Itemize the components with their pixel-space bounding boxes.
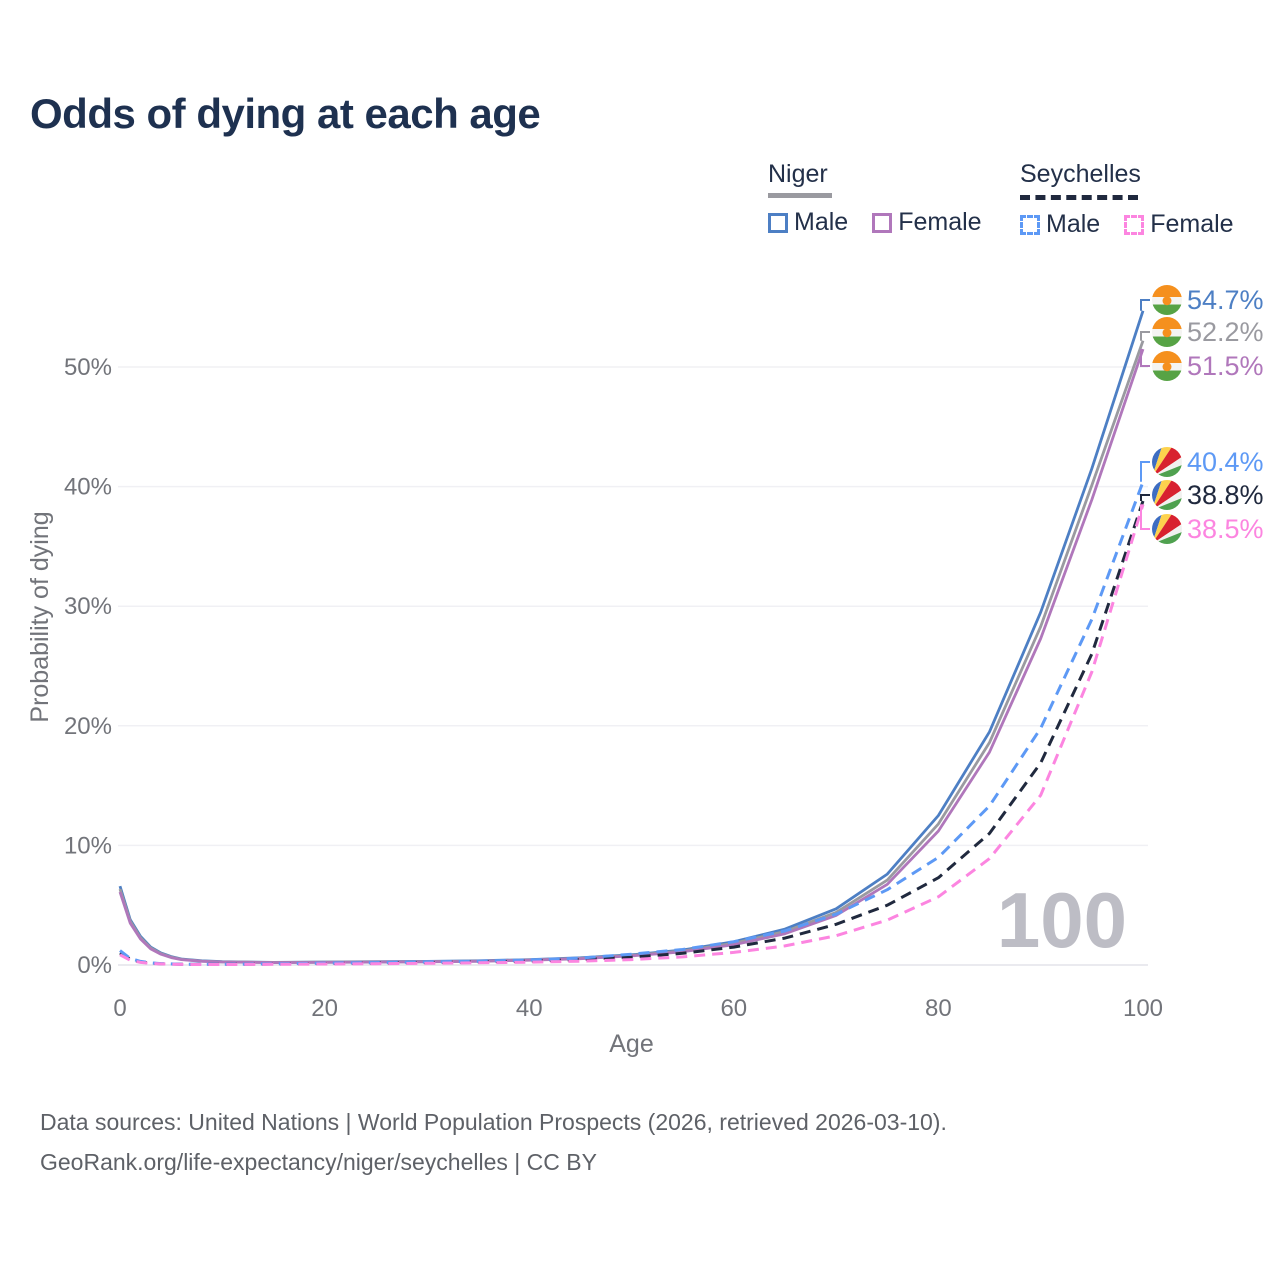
flag-icon-niger: [1152, 285, 1182, 315]
end-label-niger-male: 54.7%: [1187, 285, 1264, 315]
legend-item-seychelles-male[interactable]: Male: [1020, 210, 1100, 239]
series-line-niger-female[interactable]: [118, 348, 1145, 964]
end-label-connector: [1140, 461, 1150, 482]
y-tick-label: 20%: [64, 713, 112, 740]
end-label-connector: [1140, 331, 1150, 341]
end-label-niger-both-sexes: 52.2%: [1187, 317, 1264, 347]
age-watermark: 100: [997, 876, 1127, 964]
x-tick-label: 40: [516, 995, 543, 1022]
x-tick-label: 60: [720, 995, 747, 1022]
y-tick-label: 40%: [64, 474, 112, 501]
legend-country-seychelles[interactable]: Seychelles: [1020, 160, 1258, 200]
legend-group-seychelles: Seychelles Male Female: [1020, 160, 1258, 239]
end-label-seychelles-both-sexes: 38.8%: [1187, 480, 1264, 510]
niger-female-swatch: [872, 212, 893, 233]
flag-icon-niger: [1152, 351, 1182, 381]
legend-country-seychelles-label: Seychelles: [1020, 160, 1141, 188]
end-label-connector: [1140, 349, 1150, 367]
x-tick-label: 0: [113, 995, 126, 1022]
footer-sources: Data sources: United Nations | World Pop…: [40, 1109, 947, 1135]
legend-country-niger-label: Niger: [768, 160, 828, 188]
end-label-connector: [1140, 494, 1150, 501]
flag-icon-seychelles: [1152, 480, 1182, 510]
y-axis-title: Probability of dying: [26, 511, 54, 722]
line-chart: 0% 10% 20% 30% 40% 50% 0 20 40 60 80 100 Age Probabil…: [26, 285, 1264, 1058]
y-tick-label: 30%: [64, 593, 112, 620]
y-tick-label: 10%: [64, 832, 112, 859]
niger-female-label: Female: [898, 208, 982, 236]
niger-male-label: Male: [794, 208, 849, 236]
y-tick-label: 50%: [64, 354, 112, 381]
legend-group-niger: Niger Male Female: [768, 160, 1006, 237]
footer-link: GeoRank.org/life-expectancy/niger/seyche…: [40, 1149, 597, 1175]
y-tick-label: 0%: [77, 952, 112, 979]
niger-average-line-swatch: [768, 193, 832, 198]
chart-footer: Data sources: United Nations | World Pop…: [40, 1102, 947, 1182]
x-tick-label: 100: [1123, 995, 1163, 1022]
seychelles-female-label: Female: [1150, 210, 1234, 238]
flag-icon-niger: [1152, 317, 1182, 347]
seychelles-average-line-swatch: [1020, 195, 1138, 200]
end-label-connector: [1140, 504, 1150, 530]
end-label-seychelles-female: 38.5%: [1187, 514, 1264, 544]
niger-male-swatch: [768, 212, 788, 233]
x-tick-label: 80: [925, 995, 952, 1022]
seychelles-male-swatch: [1020, 214, 1040, 235]
seychelles-male-label: Male: [1046, 210, 1101, 238]
series-line-seychelles-male[interactable]: [119, 481, 1145, 966]
x-axis-title: Age: [609, 1030, 653, 1058]
end-label-connector: [1140, 299, 1150, 311]
flag-icon-seychelles: [1152, 447, 1182, 477]
legend-item-seychelles-female[interactable]: Female: [1124, 210, 1234, 239]
legend-item-niger-female[interactable]: Female: [872, 208, 982, 237]
seychelles-female-swatch: [1124, 214, 1145, 235]
chart-title: Odds of dying at each age: [30, 90, 541, 137]
flag-icon-seychelles: [1152, 514, 1182, 544]
legend-country-niger[interactable]: Niger: [768, 160, 1006, 198]
series-line-seychelles-female[interactable]: [119, 504, 1145, 966]
x-tick-label: 20: [311, 995, 338, 1022]
legend-item-niger-male[interactable]: Male: [768, 208, 848, 237]
end-label-seychelles-male: 40.4%: [1187, 447, 1264, 477]
series-line-niger-both-sexes[interactable]: [118, 340, 1145, 964]
series-line-niger-male[interactable]: [118, 310, 1145, 964]
end-label-niger-female: 51.5%: [1187, 351, 1264, 381]
